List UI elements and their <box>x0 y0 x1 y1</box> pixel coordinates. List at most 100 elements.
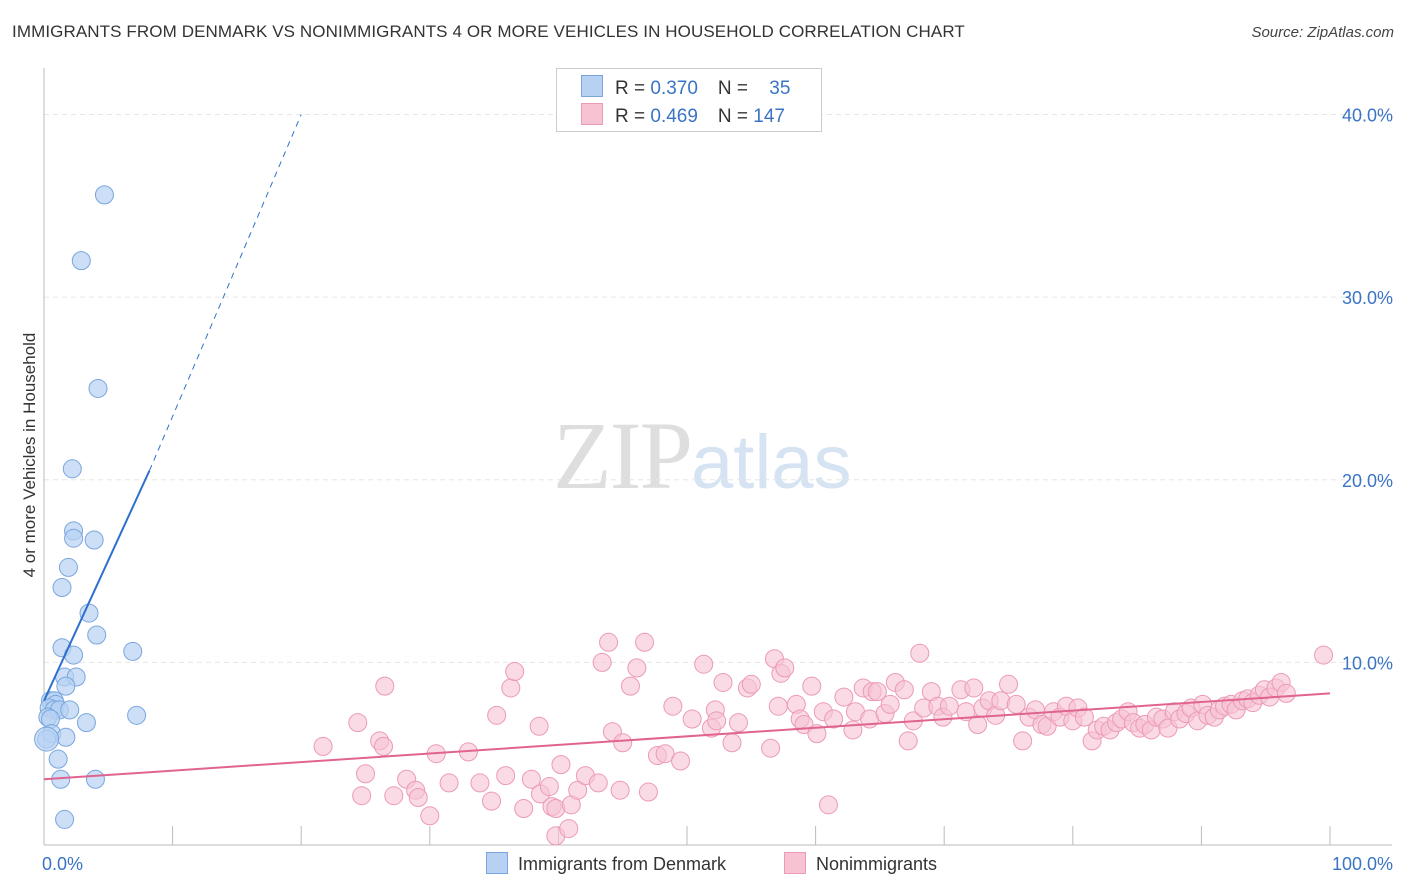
nonimmigrant-point <box>514 798 534 818</box>
denmark-point <box>34 726 60 752</box>
nonimmigrant-point <box>599 632 619 652</box>
series-legend-nonimmigrants: Nonimmigrants <box>784 852 937 875</box>
nonimmigrant-point <box>501 678 521 698</box>
nonimmigrant-point <box>470 773 490 793</box>
nonimmigrant-point <box>910 643 930 663</box>
y-tick-label: 20.0% <box>1342 471 1393 491</box>
watermark-atlas: atlas <box>691 420 852 505</box>
nonimmigrant-point <box>588 773 608 793</box>
nonimmigrant-point <box>682 709 702 729</box>
denmark-point <box>56 676 76 696</box>
denmark-point <box>84 530 104 550</box>
nonimmigrant-point <box>352 786 372 806</box>
nonimmigrant-point <box>638 782 658 802</box>
denmark-point <box>127 705 147 725</box>
nonimmigrant-point <box>671 751 691 771</box>
nonimmigrant-point <box>496 766 516 786</box>
denmark-point <box>60 700 80 720</box>
denmark-point <box>56 727 76 747</box>
nonimmigrant-point <box>843 720 863 740</box>
nonimmigrant-point <box>824 709 844 729</box>
denmark-point <box>85 769 105 789</box>
nonimmigrant-point <box>592 652 612 672</box>
y-tick-label: 30.0% <box>1342 288 1393 308</box>
denmark-trendline-extension <box>148 114 302 471</box>
legend-row-nonimmigrants: R = 0.469 N = 147 <box>581 103 785 128</box>
nonimmigrant-point <box>521 769 541 789</box>
x-tick-label: 100.0% <box>1332 854 1393 874</box>
legend-r-label: R = <box>615 78 651 99</box>
denmark-point <box>88 378 108 398</box>
pink-swatch <box>784 852 806 874</box>
y-tick-label: 40.0% <box>1342 106 1393 126</box>
nonimmigrant-point <box>867 682 887 702</box>
nonimmigrant-point <box>1013 731 1033 751</box>
nonimmigrant-point <box>694 654 714 674</box>
denmark-point <box>62 459 82 479</box>
nonimmigrant-trendline <box>43 692 1331 781</box>
series-legend-denmark: Immigrants from Denmark <box>486 852 726 875</box>
denmark-point <box>48 749 68 769</box>
y-axis-label: 4 or more Vehicles in Household <box>20 332 39 578</box>
denmark-point <box>52 578 72 598</box>
nonimmigrant-point <box>439 773 459 793</box>
nonimmigrant-point <box>408 788 428 808</box>
nonimmigrant-point <box>313 736 333 756</box>
stats-legend: R = 0.370 N = 35 R = 0.469 N = 147 <box>556 68 822 132</box>
nonimmigrant-point <box>1074 707 1094 727</box>
denmark-point <box>55 809 75 829</box>
nonimmigrant-point <box>487 705 507 725</box>
nonimmigrant-point <box>613 733 633 753</box>
nonimmigrant-point <box>635 632 655 652</box>
denmark-point <box>94 185 114 205</box>
chart-title: IMMIGRANTS FROM DENMARK VS NONIMMIGRANTS… <box>12 22 965 41</box>
nonimmigrant-point <box>627 658 647 678</box>
nonimmigrant-point <box>802 676 822 696</box>
legend-n-label: N = <box>717 106 754 127</box>
nonimmigrant-point <box>722 733 742 753</box>
legend-n-label: N = <box>717 78 754 99</box>
denmark-point <box>79 603 99 623</box>
nonimmigrant-point <box>894 680 914 700</box>
nonimmigrant-point <box>374 736 394 756</box>
x-tick-label: 0.0% <box>42 854 83 874</box>
nonimmigrant-point <box>559 819 579 839</box>
nonimmigrant-point <box>939 696 959 716</box>
nonimmigrant-point <box>384 786 404 806</box>
nonimmigrant-point <box>420 806 440 826</box>
nonimmigrant-point <box>505 662 525 682</box>
nonimmigrant-point <box>775 658 795 678</box>
nonimmigrant-point <box>610 780 630 800</box>
nonimmigrant-point <box>529 716 549 736</box>
nonimmigrant-point <box>728 713 748 733</box>
nonimmigrant-point <box>880 694 900 714</box>
legend-n-value: 147 <box>753 106 785 127</box>
pink-swatch <box>581 103 603 125</box>
nonimmigrant-point <box>568 780 588 800</box>
nonimmigrant-point <box>546 798 566 818</box>
denmark-point <box>58 557 78 577</box>
watermark: ZIPatlas <box>553 400 852 511</box>
nonimmigrant-point <box>999 674 1018 694</box>
nonimmigrant-point <box>991 691 1011 711</box>
blue-swatch <box>486 852 508 874</box>
y-tick-label: 10.0% <box>1342 653 1393 673</box>
denmark-point <box>64 528 84 548</box>
nonimmigrant-point <box>620 676 640 696</box>
nonimmigrant-point <box>761 738 781 758</box>
nonimmigrant-point <box>482 791 502 811</box>
denmark-point <box>87 625 107 645</box>
nonimmigrant-point <box>551 755 571 775</box>
nonimmigrant-point <box>663 696 683 716</box>
nonimmigrant-point <box>356 764 375 784</box>
blue-swatch <box>581 75 603 97</box>
nonimmigrant-point <box>1276 683 1296 703</box>
denmark-point <box>123 641 143 661</box>
nonimmigrant-point <box>834 687 854 707</box>
nonimmigrant-point <box>768 696 788 716</box>
nonimmigrant-point <box>898 731 918 751</box>
denmark-point <box>71 251 91 271</box>
source-label: Source: ZipAtlas.com <box>1251 24 1394 41</box>
nonimmigrant-point <box>655 744 675 764</box>
